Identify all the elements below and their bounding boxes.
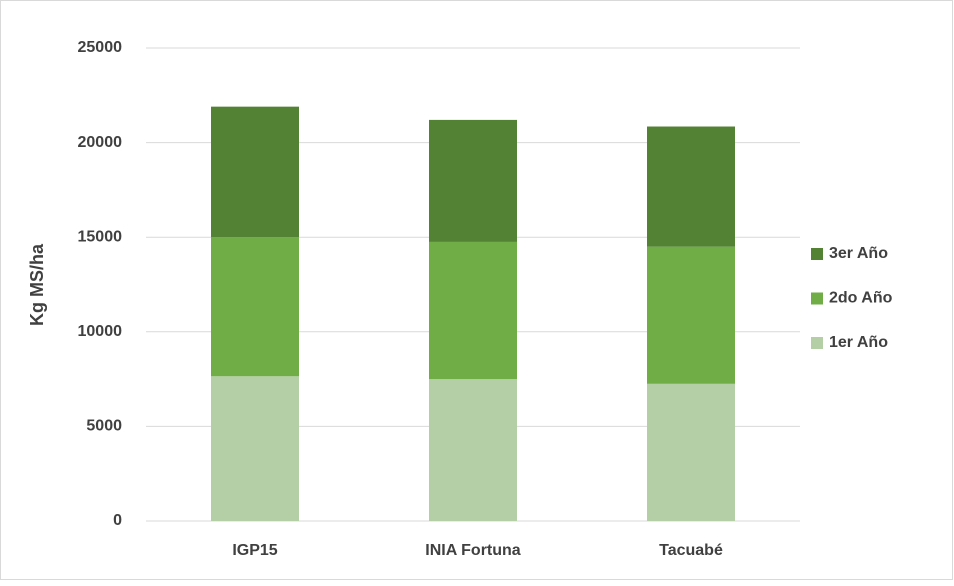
y-tick-label: 20000 xyxy=(78,134,123,151)
y-tick-label: 0 xyxy=(113,512,122,529)
legend-swatch xyxy=(811,292,823,305)
y-tick-label: 10000 xyxy=(78,323,123,340)
bar-segment xyxy=(429,119,517,242)
bar-segment xyxy=(211,106,299,238)
bar-segment xyxy=(211,237,299,377)
legend-swatch xyxy=(811,248,823,260)
legend-label: 3er Año xyxy=(829,245,888,262)
legend-label: 1er Año xyxy=(829,334,888,351)
bar-segment xyxy=(429,379,517,521)
bar-segment xyxy=(647,126,735,247)
legend-swatch xyxy=(811,337,823,349)
y-tick-label: 5000 xyxy=(86,418,122,435)
bar-segment xyxy=(647,246,735,384)
y-axis-title: Kg MS/ha xyxy=(27,243,47,326)
y-tick-label: 15000 xyxy=(78,228,123,245)
x-tick-label: INIA Fortuna xyxy=(425,542,521,559)
y-tick-label: 25000 xyxy=(78,39,123,56)
bar-segment xyxy=(211,376,299,521)
x-tick-label: IGP15 xyxy=(232,542,277,559)
bar-segment xyxy=(429,241,517,380)
legend-label: 2do Año xyxy=(829,290,893,307)
bar-segment xyxy=(647,383,735,521)
x-tick-label: Tacuabé xyxy=(659,542,723,559)
